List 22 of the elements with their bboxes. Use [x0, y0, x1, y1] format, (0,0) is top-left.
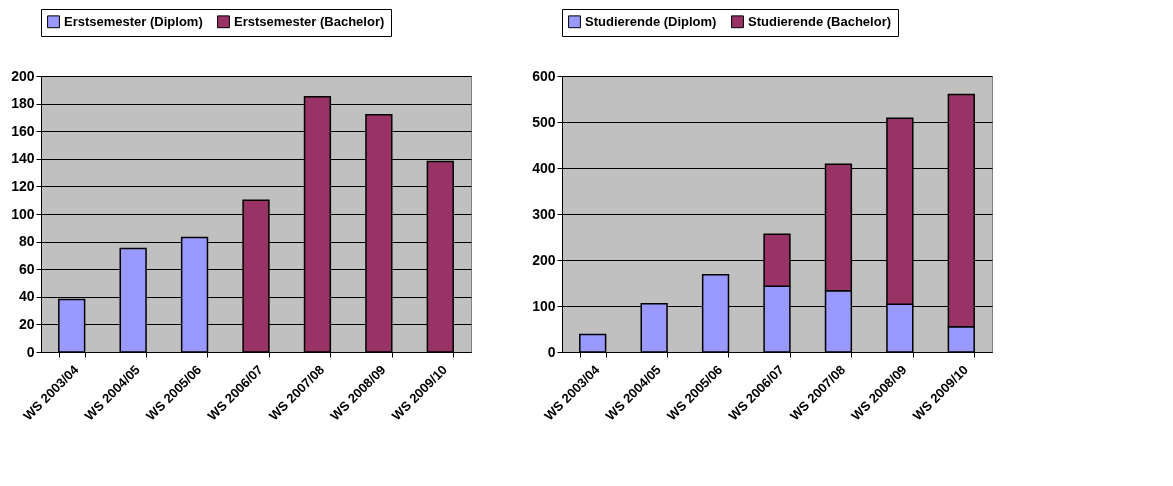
- legend-label: Studierende (Diplom): [585, 13, 717, 29]
- y-tick-label: 500: [532, 113, 556, 130]
- y-tick-label: 0: [547, 343, 556, 360]
- y-tick-label: 180: [11, 95, 35, 112]
- y-tick-label: 0: [26, 343, 35, 360]
- y-tick-label: 160: [11, 122, 35, 139]
- y-tick-label: 120: [11, 177, 35, 194]
- legend-label: Erstsemester (Diplom): [64, 13, 203, 29]
- legend-label: Erstsemester (Bachelor): [234, 13, 385, 29]
- y-tick-label: 100: [11, 205, 35, 222]
- y-tick-label: 200: [11, 67, 35, 84]
- y-tick-label: 600: [532, 67, 556, 84]
- y-tick-label: 40: [18, 288, 35, 305]
- y-tick-label: 20: [18, 315, 35, 332]
- y-tick-label: 60: [18, 260, 35, 277]
- y-tick-label: 80: [18, 233, 35, 250]
- y-tick-label: 300: [532, 205, 556, 222]
- y-tick-label: 140: [11, 150, 35, 167]
- y-tick-label: 100: [532, 297, 556, 314]
- y-tick-label: 400: [532, 159, 556, 176]
- y-tick-label: 200: [532, 251, 556, 268]
- legend-label: Studierende (Bachelor): [748, 13, 892, 29]
